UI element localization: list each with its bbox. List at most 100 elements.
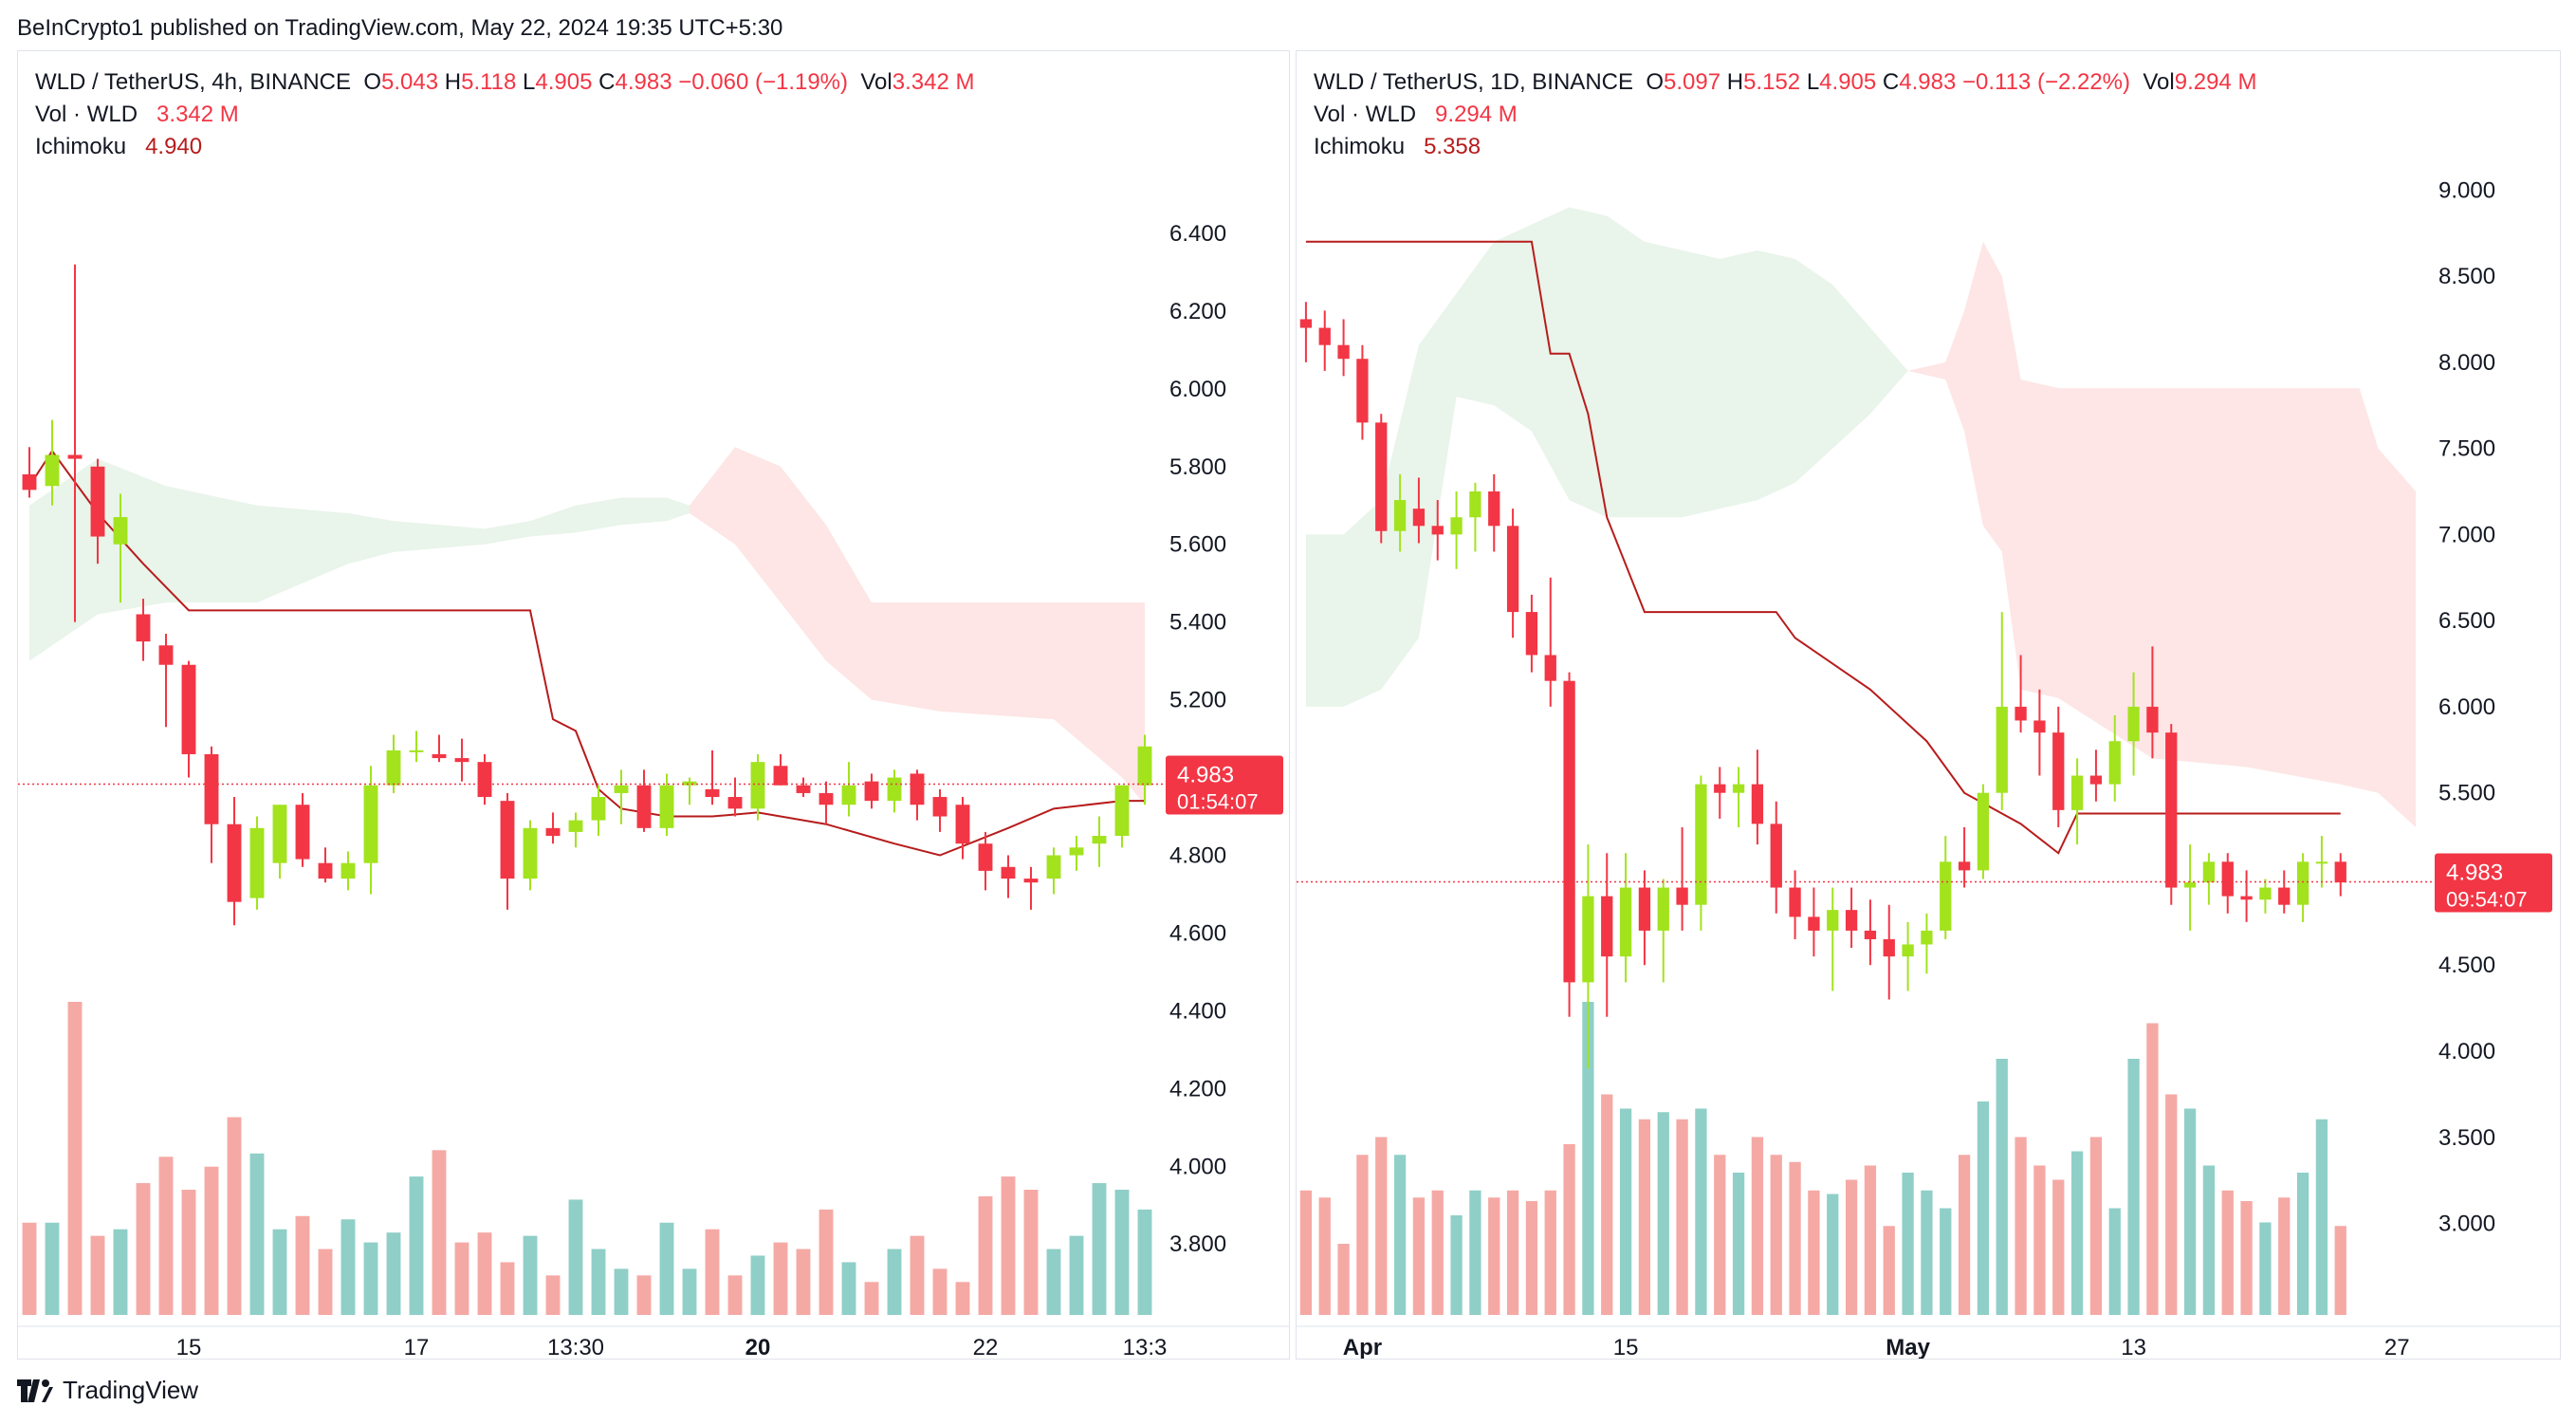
time-tick: May bbox=[1886, 1335, 1930, 1359]
legend-ohlc-row[interactable]: WLD / TetherUS, 1D, BINANCE O5.097 H5.15… bbox=[1314, 66, 2256, 99]
volume-bar bbox=[386, 1232, 401, 1315]
legend-ohlc-row[interactable]: WLD / TetherUS, 4h, BINANCE O5.043 H5.11… bbox=[35, 66, 974, 99]
price-axis: 9.000 8.500 8.000 7.500 7.000 6.500 6.000 5.500… bbox=[2438, 177, 2495, 1236]
low-value: 4.905 bbox=[535, 69, 593, 95]
volume-bar bbox=[1356, 1155, 1369, 1315]
candle-body bbox=[1431, 526, 1444, 535]
candle-body bbox=[2259, 887, 2272, 900]
volume-bar bbox=[1299, 1190, 1313, 1315]
price-tick: 7.000 bbox=[2438, 522, 2495, 547]
volume-bar bbox=[340, 1219, 356, 1315]
candle-body bbox=[2033, 720, 2046, 733]
candle-body bbox=[2052, 732, 2065, 810]
volume-bar bbox=[1676, 1119, 1688, 1315]
legend-ichimoku-row[interactable]: Ichimoku 5.358 bbox=[1314, 131, 2256, 163]
candle-body bbox=[1921, 930, 1933, 945]
volume-bar bbox=[204, 1166, 219, 1315]
time-tick: 15 bbox=[1613, 1335, 1639, 1359]
price-tick: 5.800 bbox=[1169, 454, 1226, 480]
volume-bar bbox=[500, 1262, 515, 1315]
close-value: 4.983 bbox=[615, 69, 672, 95]
chart-canvas-1d[interactable]: 4.98309:54:079.0008.5008.0007.5007.0006.… bbox=[1297, 51, 2560, 1359]
volume-bar bbox=[545, 1275, 561, 1315]
change-value: −0.113 (−2.22%) bbox=[1961, 69, 2130, 95]
volume-bar bbox=[477, 1232, 492, 1315]
chart-pane-4h[interactable]: WLD / TetherUS, 4h, BINANCE O5.043 H5.11… bbox=[17, 50, 1290, 1360]
time-tick: 13 bbox=[2121, 1335, 2146, 1359]
volume-bar bbox=[1902, 1173, 1914, 1315]
last-price-countdown: 01:54:07 bbox=[1177, 790, 1259, 814]
ichimoku-label: Ichimoku bbox=[35, 134, 127, 159]
legend-4h: WLD / TetherUS, 4h, BINANCE O5.043 H5.11… bbox=[35, 66, 974, 163]
volume-bar bbox=[1046, 1249, 1061, 1315]
candle-body bbox=[1469, 491, 1481, 518]
volume-bar bbox=[2334, 1226, 2346, 1315]
time-tick: 13:30 bbox=[547, 1335, 604, 1359]
candle-body bbox=[1751, 784, 1764, 824]
price-tick: 5.500 bbox=[2438, 781, 2495, 806]
candle-body bbox=[1137, 746, 1152, 786]
time-tick: 22 bbox=[973, 1335, 999, 1359]
ichimoku-label: Ichimoku bbox=[1314, 134, 1406, 159]
candle-body bbox=[249, 827, 265, 898]
high-value: 5.118 bbox=[461, 69, 517, 95]
legend-1d: WLD / TetherUS, 1D, BINANCE O5.097 H5.15… bbox=[1314, 66, 2256, 163]
volume-bar bbox=[272, 1229, 287, 1315]
candle-body bbox=[1714, 784, 1726, 793]
candle-body bbox=[1695, 784, 1707, 905]
candle-body bbox=[932, 797, 948, 817]
volume-bar bbox=[2108, 1208, 2121, 1315]
symbol-label[interactable]: WLD / TetherUS, 4h, BINANCE bbox=[35, 69, 351, 95]
volume-bar bbox=[1789, 1161, 1801, 1315]
candle-body bbox=[295, 805, 310, 860]
chart-canvas-4h[interactable]: 4.98301:54:076.4006.2006.0005.8005.6005.… bbox=[18, 51, 1289, 1359]
candle-body bbox=[500, 801, 515, 879]
volume-bar bbox=[1069, 1235, 1084, 1315]
volume-bar bbox=[2221, 1190, 2234, 1315]
footer-brand[interactable]: TradingView bbox=[17, 1376, 198, 1405]
footer-brand-label: TradingView bbox=[63, 1376, 199, 1404]
volume-bar bbox=[2089, 1137, 2103, 1315]
candle-body bbox=[1001, 866, 1016, 879]
time-tick: Apr bbox=[1343, 1335, 1382, 1359]
volume-bar bbox=[1525, 1201, 1538, 1315]
candle-body bbox=[955, 805, 970, 844]
volume-bar bbox=[1638, 1119, 1651, 1315]
price-tick: 5.200 bbox=[1169, 688, 1226, 713]
chart-pane-1d[interactable]: WLD / TetherUS, 1D, BINANCE O5.097 H5.15… bbox=[1296, 50, 2561, 1360]
candle-body bbox=[1563, 680, 1575, 983]
volume-bar bbox=[841, 1262, 856, 1315]
legend-volume-row[interactable]: Vol · WLD 9.294 M bbox=[1314, 99, 2256, 131]
volume-bar bbox=[887, 1249, 902, 1315]
candle-body bbox=[1412, 509, 1426, 527]
volume-bar bbox=[2052, 1179, 2065, 1315]
price-tick: 3.500 bbox=[2438, 1125, 2495, 1151]
candle-body bbox=[1789, 887, 1801, 917]
volume-bar bbox=[910, 1235, 925, 1315]
candle-body bbox=[636, 785, 652, 828]
volume-bar bbox=[1619, 1108, 1632, 1315]
volume-bar bbox=[2240, 1201, 2253, 1315]
symbol-label[interactable]: WLD / TetherUS, 1D, BINANCE bbox=[1314, 69, 1633, 95]
open-label: O bbox=[1646, 69, 1664, 95]
volume-bar bbox=[1695, 1108, 1707, 1315]
candle-body bbox=[1046, 855, 1061, 879]
last-price-box bbox=[1166, 755, 1283, 815]
volume-bar bbox=[113, 1229, 128, 1315]
volume-bar bbox=[636, 1275, 652, 1315]
ichimoku-line bbox=[28, 449, 1145, 857]
volume-bar bbox=[1092, 1183, 1107, 1315]
candle-body bbox=[45, 454, 60, 487]
candle-body bbox=[2070, 775, 2084, 810]
candle-body bbox=[2221, 861, 2234, 897]
candle-body bbox=[1958, 861, 1971, 871]
candle-body bbox=[113, 517, 128, 545]
candle-body bbox=[978, 843, 993, 871]
candle-body bbox=[2127, 706, 2140, 742]
low-label: L bbox=[523, 69, 536, 95]
legend-ichimoku-row[interactable]: Ichimoku 4.940 bbox=[35, 131, 974, 163]
candle-body bbox=[2146, 706, 2159, 733]
candle-body bbox=[750, 762, 765, 809]
legend-volume-row[interactable]: Vol · WLD 3.342 M bbox=[35, 99, 974, 131]
candle-body bbox=[1318, 327, 1331, 345]
